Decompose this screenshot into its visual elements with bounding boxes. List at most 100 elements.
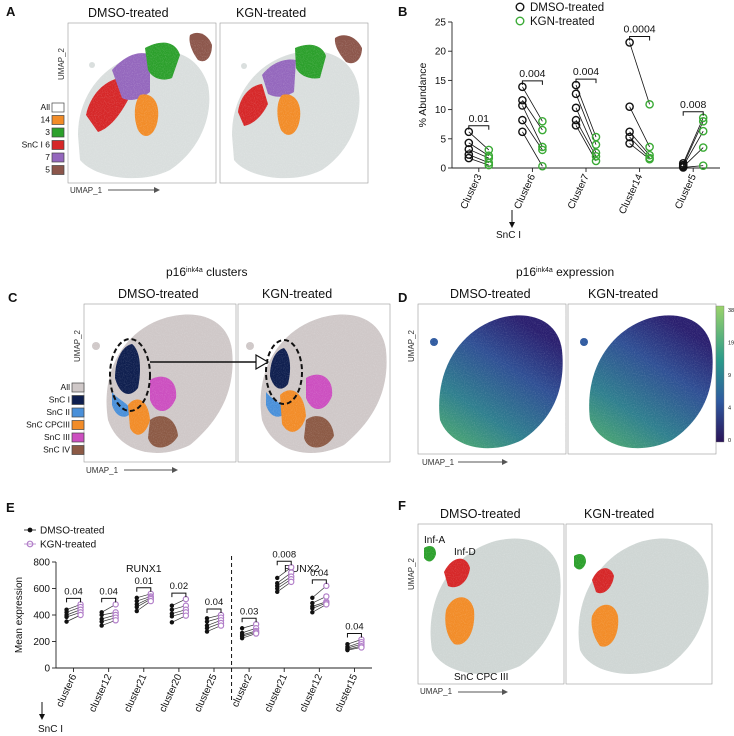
legend-label: SnC CPCIII — [26, 420, 70, 430]
dmso-point — [169, 620, 175, 625]
kgn-point — [288, 564, 295, 571]
dmso-point — [239, 626, 245, 631]
kgn-point — [323, 601, 330, 608]
legend-swatch — [71, 445, 85, 455]
kgn-point — [591, 156, 601, 166]
kgn-point — [288, 578, 295, 586]
kgn-point — [358, 644, 365, 651]
legend-swatch — [51, 127, 65, 138]
panel-c-axis-arrowhead — [172, 467, 178, 473]
panel-e-snc-label: SnC I — [38, 724, 63, 735]
x-tick-label: cluster15 — [333, 672, 360, 714]
legend-swatch — [71, 395, 85, 405]
significance-bracket — [682, 111, 704, 116]
y-axis-label: % Abundance — [417, 62, 429, 127]
dmso-point — [464, 150, 474, 159]
panel-c-heading: p16ink4a clusters — [166, 265, 247, 279]
pvalue-label: 0.004 — [573, 66, 599, 78]
panel-a: A DMSO-treated KGN-treated — [6, 4, 369, 195]
dmso-point — [625, 139, 634, 148]
legend-marker — [515, 16, 525, 26]
kgn-snc-i-ellipse — [265, 339, 303, 405]
pvalue-label: 0.0004 — [624, 23, 656, 35]
kgn-point — [698, 161, 708, 170]
pvalue-label: 0.008 — [272, 549, 296, 560]
significance-bracket — [575, 78, 597, 84]
y-tick-label: 15 — [435, 76, 447, 87]
legend-c: All SnC I SnC II SnC CPCIII SnC III SnC IV — [26, 382, 85, 455]
abundance-chart: 0 5 10 15 20 25 % Abundance Cluster3 0.01 Cluster… — [417, 2, 720, 216]
panel-d-axis-x: UMAP_1 — [422, 458, 455, 467]
dmso-point — [625, 102, 634, 111]
panel-d-axis-arrowhead — [502, 459, 508, 465]
panel-label-e: E — [6, 500, 15, 515]
pvalue-label: 0.04 — [99, 586, 118, 597]
significance-bracket — [468, 125, 490, 130]
y-tick-label: 800 — [33, 558, 50, 569]
dmso-point — [169, 614, 175, 619]
legend-label: SnC I 6 — [22, 140, 51, 150]
y-tick-label: 600 — [33, 584, 50, 595]
pvalue-label: 0.01 — [469, 113, 490, 125]
pair-line — [468, 131, 490, 151]
kgn-point — [323, 593, 330, 600]
dmso-point — [571, 121, 581, 130]
panel-label-a: A — [6, 4, 16, 19]
legend-swatch — [71, 382, 85, 393]
legend-label: DMSO-treated — [40, 526, 104, 537]
panel-d-title-kgn: KGN-treated — [588, 287, 658, 301]
panel-a-arrowhead — [154, 187, 160, 193]
dmso-point — [345, 647, 350, 653]
panel-f-axis-x: UMAP_1 — [420, 687, 453, 696]
kgn-point — [591, 148, 601, 158]
y-tick-label: 20 — [435, 47, 447, 58]
panel-b-snc-label: SnC I — [496, 230, 521, 241]
panel-f-title-kgn: KGN-treated — [584, 507, 654, 521]
dmso-point — [571, 89, 581, 99]
kgn-point — [645, 100, 654, 109]
pair-line — [629, 42, 650, 105]
dmso-point — [518, 95, 527, 105]
panel-a-frame-dmso — [67, 22, 217, 184]
dmso-point — [518, 115, 527, 125]
kgn-point — [645, 150, 654, 160]
legend-label: DMSO-treated — [530, 2, 604, 14]
pvalue-label: 0.008 — [680, 99, 706, 111]
legend-label: SnC I — [49, 395, 70, 405]
panel-c-frame-kgn — [237, 303, 391, 463]
umap-f-kgn — [570, 532, 710, 680]
panel-c-heading-post: clusters — [203, 265, 248, 279]
panel-f-frame-dmso — [417, 523, 565, 685]
y-tick-label: 0 — [440, 164, 446, 175]
pair-line — [682, 117, 704, 164]
legend-label: 14 — [41, 115, 51, 125]
pair-line — [629, 106, 650, 148]
dmso-point — [464, 145, 474, 154]
dmso-point — [571, 103, 581, 113]
panel-label-c: C — [8, 290, 18, 305]
panel-b: B 0 5 10 15 20 25 % Abundance Cluster3 0.01 Clust… — [398, 2, 720, 241]
kgn-point — [591, 152, 601, 161]
kgn-point — [645, 154, 654, 164]
x-tick-label: Cluster14 — [617, 172, 645, 216]
kgn-point — [538, 161, 547, 171]
kgn-point — [538, 145, 547, 155]
dmso-point — [99, 612, 104, 618]
x-tick-label: cluster6 — [55, 672, 80, 709]
colorbar-tick-label: 9 — [728, 373, 731, 379]
pair-line — [682, 121, 704, 166]
legend-label: All — [41, 102, 51, 112]
dmso-point — [204, 616, 210, 621]
significance-bracket — [276, 560, 292, 566]
umap-f-dmso — [422, 532, 562, 680]
umap-c-dmso — [92, 312, 233, 458]
panel-label-f: F — [398, 498, 406, 513]
significance-bracket — [206, 608, 222, 613]
y-tick-label: 10 — [435, 105, 447, 116]
colorbar-tick-label: 19 — [728, 341, 734, 347]
panel-f-title-dmso: DMSO-treated — [440, 507, 521, 521]
significance-bracket — [136, 587, 152, 592]
kgn-point — [77, 611, 84, 619]
legend-label: 7 — [45, 152, 50, 162]
pvalue-label: 0.04 — [345, 622, 364, 633]
